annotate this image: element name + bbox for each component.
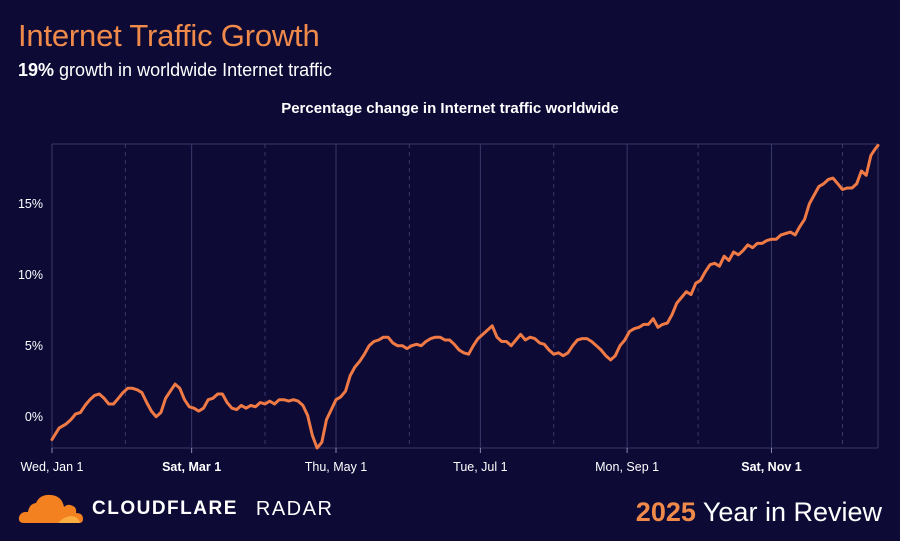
brand-name: CLOUDFLARE	[92, 498, 238, 519]
cloudflare-cloud-icon	[18, 494, 83, 523]
review-year: 2025	[635, 497, 696, 527]
x-tick-label: Tue, Jul 1	[453, 460, 507, 474]
year-in-review: 2025 Year in Review	[636, 497, 882, 528]
x-tick-label: Sat, Mar 1	[162, 460, 221, 474]
x-tick-label: Sat, Nov 1	[741, 460, 801, 474]
y-tick-label: 0%	[25, 410, 43, 424]
y-tick-label: 15%	[18, 197, 43, 211]
growth-value: 19%	[18, 60, 55, 80]
product-name: RADAR	[255, 497, 334, 520]
subtitle-text: growth in worldwide Internet traffic	[54, 60, 332, 80]
page-title: Internet Traffic Growth	[18, 18, 320, 53]
x-tick-label: Thu, May 1	[305, 460, 368, 474]
y-tick-label: 5%	[25, 339, 43, 353]
cloudflare-logo: CLOUDFLARE RADAR	[18, 492, 333, 526]
series-line	[50, 143, 880, 450]
review-text: Year in Review	[695, 497, 882, 527]
chart-title: Percentage change in Internet traffic wo…	[281, 100, 619, 117]
page-subtitle: 19% growth in worldwide Internet traffic	[18, 60, 332, 81]
x-tick-label: Wed, Jan 1	[20, 460, 83, 474]
y-tick-label: 10%	[18, 268, 43, 282]
x-tick-label: Mon, Sep 1	[595, 460, 659, 474]
